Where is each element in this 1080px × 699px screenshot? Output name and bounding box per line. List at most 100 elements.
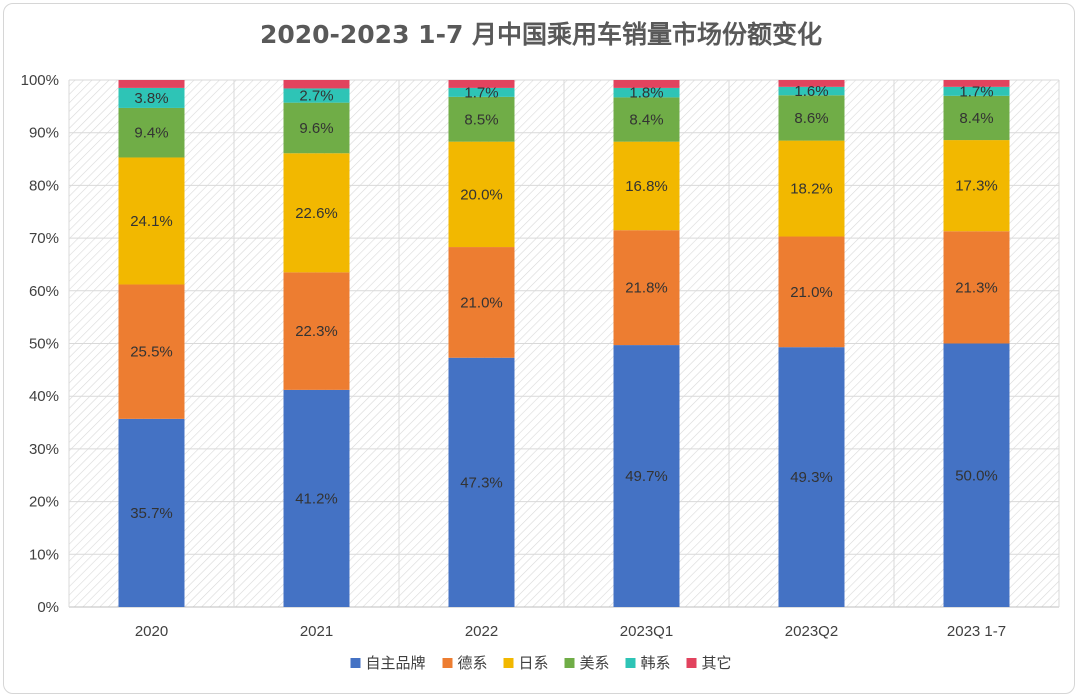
y-tick-label: 60%	[29, 283, 59, 300]
bar-segment	[448, 247, 515, 358]
bar-segment	[613, 230, 680, 346]
legend-label: 德系	[458, 654, 488, 672]
data-label: 8.4%	[959, 110, 993, 127]
bar-segment	[778, 236, 845, 348]
data-label: 8.4%	[629, 112, 663, 129]
bar-segment	[283, 389, 350, 607]
data-label: 49.7%	[625, 468, 668, 485]
data-label: 22.6%	[295, 205, 338, 222]
bar-segment	[943, 140, 1010, 232]
data-label: 24.1%	[130, 213, 173, 230]
bar-segment	[778, 80, 845, 87]
data-label: 22.3%	[295, 323, 338, 340]
data-label: 1.7%	[959, 83, 993, 100]
x-axis: 2020 2021 2022 2023Q1 2023Q2 2023 1-7	[135, 623, 1006, 640]
legend-label: 韩系	[641, 654, 671, 672]
bar-segment	[943, 343, 1010, 607]
chart-frame: 2020-2023 1-7 月中国乘用车销量市场份额变化 0% 10% 20% 30%…	[3, 3, 1075, 694]
data-label: 21.8%	[625, 280, 668, 297]
data-label: 1.7%	[464, 84, 498, 101]
bar-segment	[778, 86, 845, 96]
bars	[118, 80, 1010, 607]
bar-segment	[118, 107, 185, 158]
bar-segment	[283, 80, 350, 89]
bar-segment	[613, 345, 680, 607]
chart-title: 2020-2023 1-7 月中国乘用车销量市场份额变化	[260, 20, 822, 49]
bar-segment	[118, 284, 185, 419]
bar-segment	[943, 95, 1010, 141]
gridlines	[68, 79, 1060, 608]
data-labels: 35.7% 25.5% 24.1% 9.4% 3.8% 41.2% 22.3% 22.6% 9.…	[130, 83, 998, 522]
legend-label: 其它	[702, 654, 732, 672]
bar-segment	[448, 96, 515, 142]
bar-segment	[448, 87, 515, 97]
y-tick-label: 100%	[21, 72, 59, 89]
bar-segment	[448, 357, 515, 607]
bar-segment	[118, 418, 185, 607]
bar-segment	[118, 157, 185, 285]
legend-label: 美系	[580, 654, 610, 672]
x-tick-label: 2023Q1	[620, 623, 673, 640]
data-label: 18.2%	[790, 181, 833, 198]
y-tick-label: 0%	[37, 599, 59, 616]
data-label: 9.4%	[134, 125, 168, 142]
legend-swatch	[686, 658, 697, 668]
y-tick-label: 40%	[29, 388, 59, 405]
data-label: 50.0%	[955, 467, 998, 484]
data-label: 21.3%	[955, 279, 998, 296]
data-label: 21.0%	[790, 284, 833, 301]
y-tick-label: 70%	[29, 230, 59, 247]
x-tick-label: 2023Q2	[785, 623, 838, 640]
bar-segment	[283, 272, 350, 390]
y-tick-label: 50%	[29, 336, 59, 353]
data-label: 47.3%	[460, 474, 503, 491]
bar-segment	[943, 231, 1010, 344]
data-label: 49.3%	[790, 469, 833, 486]
data-label: 3.8%	[134, 90, 168, 107]
y-tick-label: 80%	[29, 177, 59, 194]
x-tick-label: 2023 1-7	[947, 623, 1006, 640]
bar-segment	[118, 87, 185, 108]
legend-swatch	[503, 658, 514, 668]
bar-segment	[778, 347, 845, 607]
data-label: 21.0%	[460, 294, 503, 311]
data-label: 8.6%	[794, 110, 828, 127]
bar-segment	[943, 86, 1010, 96]
data-label: 35.7%	[130, 505, 173, 522]
bar-segment	[448, 80, 515, 88]
x-tick-label: 2022	[465, 623, 498, 640]
data-label: 25.5%	[130, 344, 173, 361]
x-tick-label: 2020	[135, 623, 168, 640]
legend-swatch	[350, 658, 361, 668]
bar-segment	[283, 102, 350, 154]
legend-swatch	[442, 658, 453, 668]
y-tick-label: 20%	[29, 494, 59, 511]
data-label: 1.8%	[629, 85, 663, 102]
bar-segment	[118, 80, 185, 88]
stacked-bar-chart: 2020-2023 1-7 月中国乘用车销量市场份额变化 0% 10% 20% 30%…	[21, 20, 1060, 672]
bar-segment	[943, 80, 1010, 87]
y-tick-label: 10%	[29, 546, 59, 563]
bar-segment	[613, 97, 680, 142]
x-tick-label: 2021	[300, 623, 333, 640]
bar-segment	[613, 80, 680, 88]
y-axis: 0% 10% 20% 30% 40% 50% 60% 70% 80% 90% 100%	[21, 72, 59, 616]
data-label: 1.6%	[794, 83, 828, 100]
data-label: 2.7%	[299, 88, 333, 105]
legend-swatch	[564, 658, 575, 668]
bar-segment	[283, 88, 350, 103]
bar-segment	[283, 153, 350, 273]
legend: 自主品牌 德系 日系 美系 韩系 其它	[350, 654, 732, 672]
bar-segment	[613, 141, 680, 231]
legend-label: 自主品牌	[366, 654, 426, 672]
data-label: 41.2%	[295, 490, 338, 507]
y-tick-label: 30%	[29, 441, 59, 458]
bar-segment	[778, 95, 845, 141]
bar-segment	[613, 87, 680, 98]
data-label: 8.5%	[464, 111, 498, 128]
bar-segment	[778, 140, 845, 237]
bar-segment	[448, 141, 515, 248]
data-label: 20.0%	[460, 186, 503, 203]
data-label: 9.6%	[299, 120, 333, 137]
legend-swatch	[625, 658, 636, 668]
